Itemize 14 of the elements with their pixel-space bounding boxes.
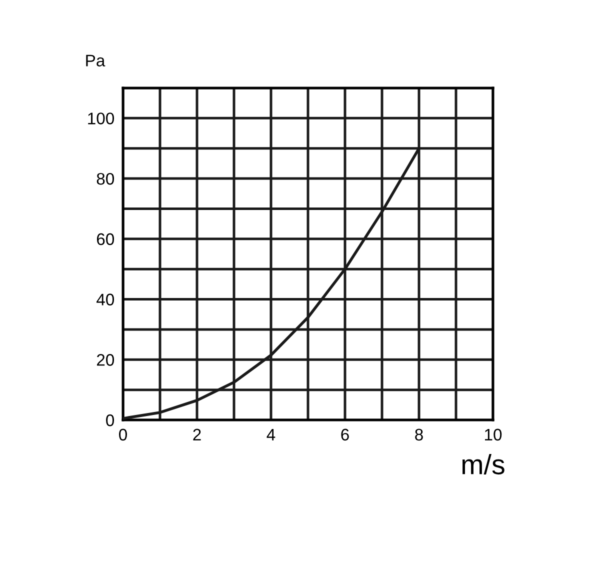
x-tick-label: 10 (485, 428, 502, 441)
x-tick-label: 8 (415, 428, 423, 441)
x-tick-label: 6 (341, 428, 349, 441)
x-tick-label: 2 (193, 428, 201, 440)
y-tick-label: 0 (106, 414, 114, 426)
y-tick-label: 80 (96, 172, 114, 185)
y-tick-label: 100 (88, 112, 114, 124)
y-axis-title: Pa (86, 54, 106, 66)
x-tick-label: 0 (119, 428, 127, 441)
x-tick-label: 4 (266, 428, 276, 440)
x-axis-title: m/s (462, 454, 504, 474)
y-tick-label: 20 (96, 354, 114, 366)
y-tick-label: 40 (96, 294, 114, 306)
y-tick-label: 60 (96, 233, 114, 246)
